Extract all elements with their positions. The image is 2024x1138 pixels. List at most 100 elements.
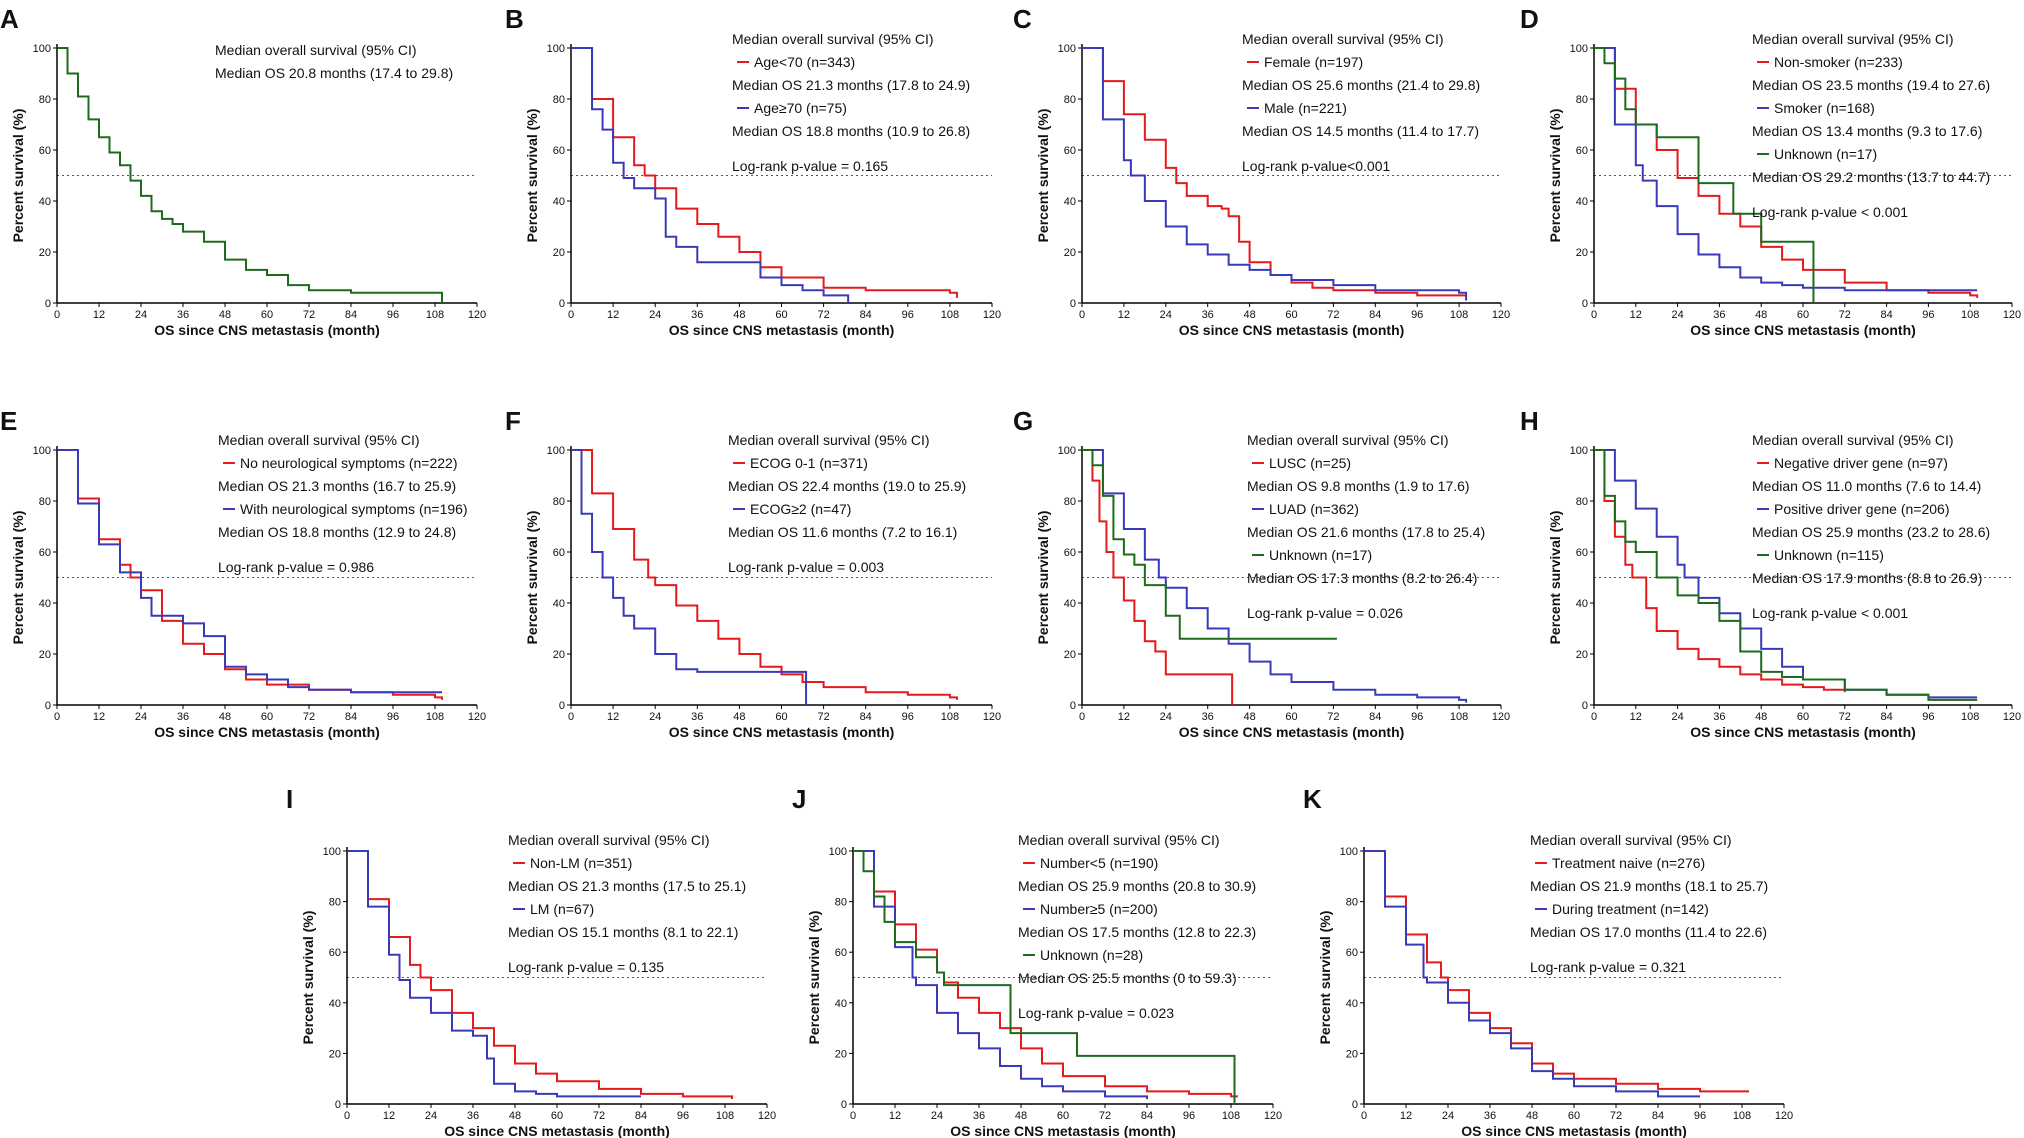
log-rank-p-value: Log-rank p-value<0.001 bbox=[1242, 158, 1390, 174]
y-tick-label: 80 bbox=[1064, 496, 1076, 508]
x-axis-title: OS since CNS metastasis (month) bbox=[154, 322, 380, 338]
x-tick-label: 120 bbox=[1492, 309, 1510, 321]
median-os-text: Median OS 25.9 months (20.8 to 30.9) bbox=[1018, 878, 1256, 894]
y-tick-label: 40 bbox=[553, 598, 565, 610]
panel-letter-g: G bbox=[1013, 406, 1033, 436]
legend-e: Median overall survival (95% CI) No neuro… bbox=[218, 432, 468, 575]
y-tick-label: 40 bbox=[1064, 598, 1076, 610]
x-tick-label: 84 bbox=[1880, 309, 1892, 321]
x-tick-label: 48 bbox=[1755, 309, 1767, 321]
y-axis-title: Percent survival (%) bbox=[524, 511, 540, 645]
legend-header: Median overall survival (95% CI) bbox=[728, 432, 930, 448]
panel-letter-a: A bbox=[0, 4, 19, 34]
median-os-text: Median OS 23.5 months (19.4 to 27.6) bbox=[1752, 77, 1990, 93]
y-tick-label: 20 bbox=[1576, 649, 1588, 661]
legend-series-label: Treatment naive (n=276) bbox=[1552, 855, 1705, 871]
x-tick-label: 120 bbox=[983, 711, 1001, 723]
x-tick-label: 96 bbox=[1411, 711, 1423, 723]
legend-header: Median overall survival (95% CI) bbox=[1247, 432, 1449, 448]
curve-j-2 bbox=[853, 850, 1148, 1099]
y-tick-label: 60 bbox=[553, 145, 565, 157]
panel-letter-h: H bbox=[1520, 406, 1539, 436]
y-tick-label: 60 bbox=[1576, 145, 1588, 157]
curve-i-1 bbox=[347, 850, 733, 1099]
x-tick-label: 36 bbox=[467, 1110, 479, 1122]
x-tick-label: 0 bbox=[568, 711, 574, 723]
median-os-text: Median OS 21.6 months (17.8 to 25.4) bbox=[1247, 524, 1485, 540]
legend-b: Median overall survival (95% CI) Age<70 (… bbox=[732, 31, 970, 174]
x-tick-label: 72 bbox=[1839, 309, 1851, 321]
x-tick-label: 108 bbox=[1450, 711, 1468, 723]
y-tick-label: 0 bbox=[45, 700, 51, 712]
legend-series-label: Negative driver gene (n=97) bbox=[1774, 455, 1948, 471]
y-axis-title: Percent survival (%) bbox=[806, 911, 822, 1045]
x-tick-label: 84 bbox=[1652, 1110, 1664, 1122]
x-tick-label: 36 bbox=[691, 711, 703, 723]
median-os-text: Median OS 17.9 months (8.8 to 26.9) bbox=[1752, 570, 1982, 586]
x-tick-label: 48 bbox=[1243, 711, 1255, 723]
panel-letter-c: C bbox=[1013, 4, 1032, 34]
legend-header: Median overall survival (95% CI) bbox=[1018, 832, 1220, 848]
x-tick-label: 84 bbox=[860, 711, 872, 723]
x-tick-label: 96 bbox=[1922, 309, 1934, 321]
curve-b-1 bbox=[571, 47, 958, 298]
x-tick-label: 108 bbox=[716, 1110, 734, 1122]
y-tick-label: 60 bbox=[1064, 547, 1076, 559]
y-axis-title: Percent survival (%) bbox=[300, 911, 316, 1045]
panel-letter-k: K bbox=[1303, 784, 1322, 814]
x-axis-title: OS since CNS metastasis (month) bbox=[154, 724, 380, 740]
log-rank-p-value: Log-rank p-value = 0.321 bbox=[1530, 959, 1686, 975]
y-tick-label: 40 bbox=[1346, 998, 1358, 1010]
x-tick-label: 0 bbox=[850, 1110, 856, 1122]
y-tick-label: 0 bbox=[841, 1099, 847, 1111]
log-rank-p-value: Log-rank p-value = 0.135 bbox=[508, 959, 664, 975]
x-tick-label: 120 bbox=[2003, 309, 2021, 321]
y-tick-label: 40 bbox=[39, 196, 51, 208]
panel-f: F 0 12 24 36 48 60 72 84 96 108 120 0 20 40 60 80 100 OS s… bbox=[505, 406, 1001, 740]
curve-g-1 bbox=[1082, 449, 1234, 705]
y-tick-label: 80 bbox=[835, 897, 847, 909]
legend-series-label: Female (n=197) bbox=[1264, 54, 1363, 70]
x-tick-label: 60 bbox=[1797, 711, 1809, 723]
legend-series-label: ECOG≥2 (n=47) bbox=[750, 501, 851, 517]
y-tick-label: 0 bbox=[1582, 298, 1588, 310]
log-rank-p-value: Log-rank p-value = 0.003 bbox=[728, 559, 884, 575]
x-tick-label: 12 bbox=[889, 1110, 901, 1122]
x-axis-title: OS since CNS metastasis (month) bbox=[1179, 322, 1405, 338]
median-os-text: Median OS 25.6 months (21.4 to 29.8) bbox=[1242, 77, 1480, 93]
x-tick-label: 84 bbox=[860, 309, 872, 321]
median-os-text: Median OS 17.5 months (12.8 to 22.3) bbox=[1018, 924, 1256, 940]
panel-a: A 0 12 24 36 48 60 72 84 96 108 120 0 20 40 60 80 100 OS s… bbox=[0, 4, 486, 338]
y-tick-label: 0 bbox=[559, 700, 565, 712]
y-axis-title: Percent survival (%) bbox=[10, 109, 26, 243]
legend-i: Median overall survival (95% CI) Non-LM (… bbox=[508, 832, 746, 975]
median-os-text: Median OS 18.8 months (12.9 to 24.8) bbox=[218, 524, 456, 540]
legend-series-label: Number≥5 (n=200) bbox=[1040, 901, 1158, 917]
panel-g: G 0 12 24 36 48 60 72 84 96 108 120 0 20 40 60 80 100 OS s… bbox=[1013, 406, 1510, 740]
x-tick-label: 0 bbox=[568, 309, 574, 321]
x-tick-label: 72 bbox=[1610, 1110, 1622, 1122]
x-tick-label: 96 bbox=[902, 309, 914, 321]
y-tick-label: 20 bbox=[39, 247, 51, 259]
legend-header: Median overall survival (95% CI) bbox=[1752, 432, 1954, 448]
x-tick-label: 60 bbox=[775, 309, 787, 321]
curve-b-2 bbox=[571, 47, 850, 303]
y-tick-label: 100 bbox=[829, 846, 847, 858]
legend-series-label: Unknown (n=115) bbox=[1774, 547, 1884, 563]
x-tick-label: 24 bbox=[1671, 711, 1683, 723]
x-tick-label: 24 bbox=[425, 1110, 437, 1122]
y-tick-label: 80 bbox=[39, 94, 51, 106]
y-tick-label: 40 bbox=[1064, 196, 1076, 208]
x-tick-label: 36 bbox=[177, 711, 189, 723]
panel-letter-d: D bbox=[1520, 4, 1539, 34]
x-axis-title: OS since CNS metastasis (month) bbox=[1690, 322, 1916, 338]
x-axis-title: OS since CNS metastasis (month) bbox=[1179, 724, 1405, 740]
curve-c-2 bbox=[1082, 47, 1468, 301]
x-tick-label: 48 bbox=[509, 1110, 521, 1122]
x-tick-label: 0 bbox=[1361, 1110, 1367, 1122]
curve-h-3 bbox=[1594, 449, 1978, 701]
x-tick-label: 108 bbox=[1961, 711, 1979, 723]
x-tick-label: 108 bbox=[1961, 309, 1979, 321]
x-tick-label: 36 bbox=[1713, 309, 1725, 321]
panel-j: J 0 12 24 36 48 60 72 84 96 108 120 0 20 40 60 80 100 OS s… bbox=[792, 784, 1282, 1138]
